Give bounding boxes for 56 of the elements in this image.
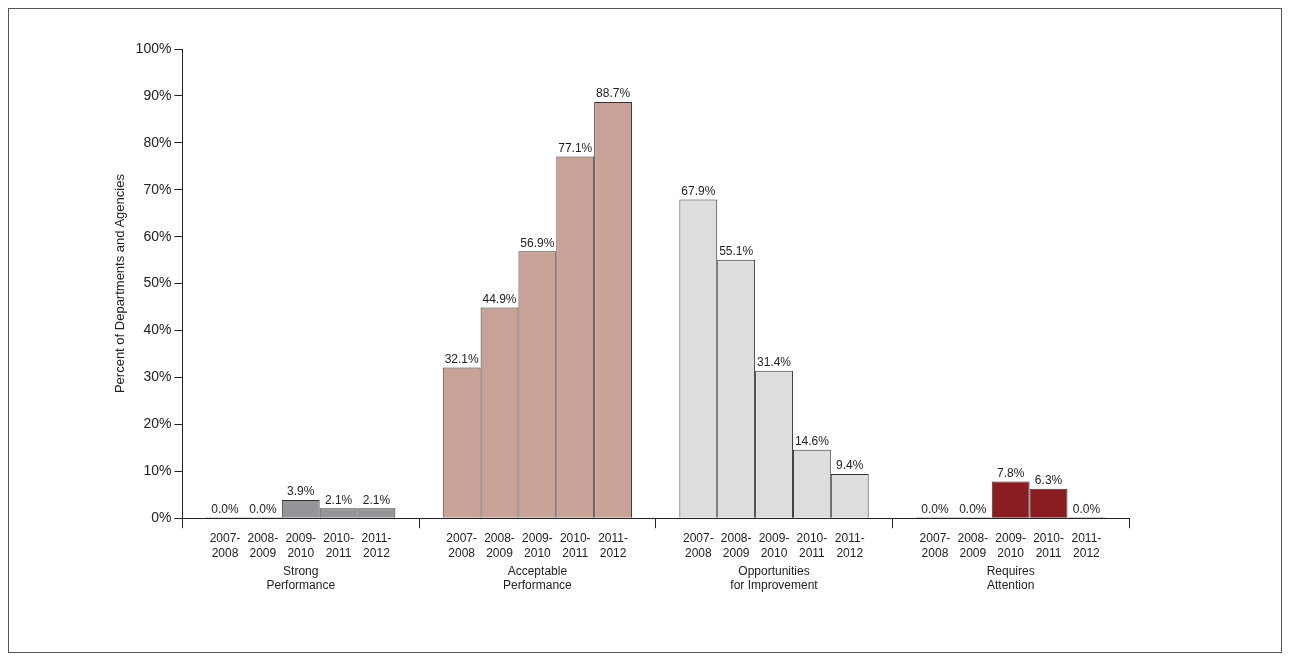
data-label: 6.3% (1034, 472, 1063, 487)
y-tick-label: 60% (143, 227, 172, 244)
text: 2009-2010 (522, 530, 553, 560)
data-label: 88.7% (596, 86, 631, 101)
data-label: 2.1% (362, 492, 391, 507)
data-label: 0.0% (1072, 501, 1101, 516)
text: 2010-2011 (559, 530, 591, 560)
text: 2007-2008 (919, 530, 951, 560)
y-tick-label: 100% (135, 39, 172, 56)
text: 2007-2008 (446, 530, 477, 560)
x-tick-label: Opportunities for Improvement (730, 563, 819, 593)
data-label: 32.1% (444, 351, 479, 366)
data-label: 0.0% (921, 501, 949, 516)
text: 2007-2008 (682, 530, 714, 560)
text: 2010-2011 (1033, 530, 1064, 560)
y-tick-label: 80% (143, 133, 172, 150)
series-label: 2007-2008 (209, 530, 241, 560)
data-label: 14.6% (794, 434, 830, 449)
y-tick-label: 90% (143, 86, 172, 103)
text: 2011-2012 (1071, 530, 1102, 560)
data-label: 3.9% (287, 484, 315, 499)
data-label: 2.1% (324, 492, 353, 507)
data-label: 56.9% (520, 235, 555, 250)
x-tick-label: Strong Performance (266, 563, 336, 593)
y-tick-label: 70% (143, 180, 172, 197)
text: 2008-2009 (957, 530, 989, 560)
x-tick-label: Acceptable Performance (503, 563, 573, 593)
data-label: 0.0% (249, 501, 277, 516)
y-tick-label: 20% (143, 415, 172, 432)
series-label: 2009-2010 (285, 530, 317, 560)
y-tick-label: 50% (143, 274, 172, 291)
series-label: 2008-2009 (247, 530, 279, 560)
y-tick-label: 10% (143, 462, 172, 479)
text: 2011-2012 (598, 530, 629, 560)
data-label: 0.0% (211, 501, 240, 516)
y-tick-label: 40% (143, 321, 172, 338)
y-tick-label: 0% (151, 509, 172, 526)
y-axis-title: Percent of Departments and Agencies (112, 173, 128, 394)
data-label: 0.0% (959, 501, 987, 516)
data-label: 44.9% (482, 291, 517, 306)
data-label: 55.1% (719, 243, 754, 258)
text: 2009-2010 (758, 530, 790, 560)
text: 2009-2010 (995, 530, 1027, 560)
series-label: 2010-2011 (323, 530, 354, 560)
data-label: 31.4% (757, 355, 792, 370)
data-label: 9.4% (836, 458, 864, 473)
text: 2008-2009 (484, 530, 515, 560)
y-tick-label: 30% (143, 368, 172, 385)
x-tick-label: Requires Attention (986, 563, 1035, 593)
data-label: 77.1% (558, 140, 593, 155)
series-label: 2011-2012 (361, 530, 392, 560)
text: 2008-2009 (720, 530, 752, 560)
text: 2011-2012 (834, 530, 865, 560)
text: 2010-2011 (796, 530, 828, 560)
data-label: 7.8% (997, 465, 1025, 480)
data-label: 67.9% (681, 183, 716, 198)
